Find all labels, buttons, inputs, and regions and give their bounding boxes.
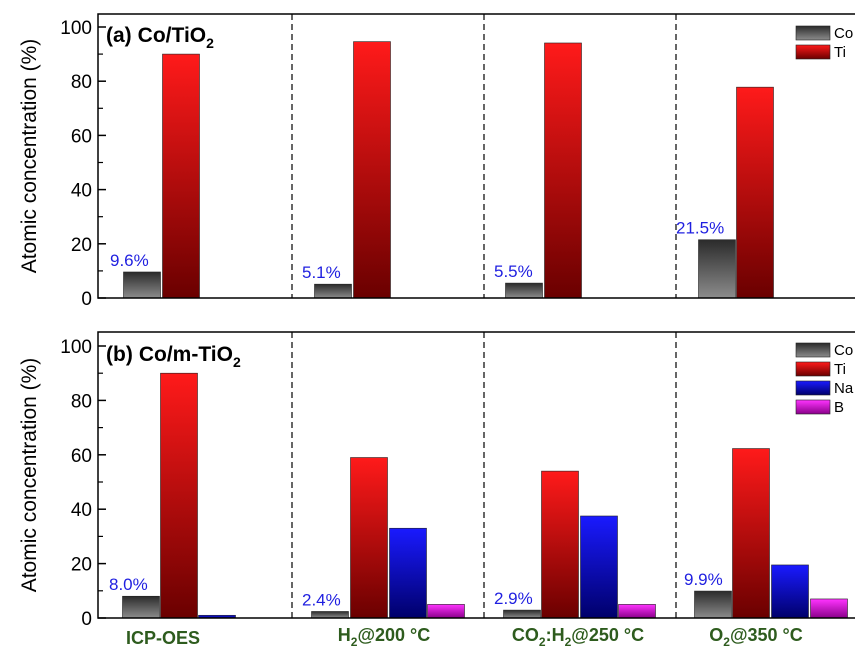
x-category-label: ICP-OES	[126, 628, 200, 648]
legend-swatch-b	[795, 399, 831, 415]
panel-a-y-ticks: 0 20 40 60 80 100	[60, 18, 106, 310]
bar-ti	[732, 448, 770, 619]
bar-co	[505, 282, 543, 299]
co-percent-label: 5.5%	[494, 262, 533, 281]
legend-label-b: B	[834, 399, 844, 416]
panel-a-y-axis-label: Atomic concentration (%)	[18, 39, 41, 274]
bar-co	[122, 595, 160, 619]
x-category-label: O2@350 °C	[709, 625, 803, 649]
bar-ti	[162, 53, 200, 299]
panel-a-co-labels: 9.6% 5.1% 5.5% 21.5%	[110, 219, 724, 282]
bar-na	[771, 564, 809, 619]
bar-co	[503, 609, 541, 619]
bar-na	[389, 527, 427, 619]
panel-a: 9.6% 5.1% 5.5% 21.5% 0 20 40 60 80 100 (a) Co/TiO…	[18, 13, 855, 310]
bar-na	[580, 515, 618, 619]
panel-a-legend: Co Ti	[795, 25, 853, 61]
panel-a-frame	[97, 13, 855, 299]
panel-b-y-ticks: 0 20 40 60 80 100	[60, 337, 106, 630]
bar-ti	[160, 372, 198, 619]
panel-b: 8.0% 2.4% 2.9% 9.9% 0 20 40 60 80 100 (b) Co/m-Ti…	[18, 331, 855, 630]
bar-ti	[544, 42, 582, 299]
bar-ti	[350, 457, 388, 619]
co-percent-label: 5.1%	[302, 263, 341, 282]
bar-ti	[736, 86, 774, 299]
panel-b-co-labels: 8.0% 2.4% 2.9% 9.9%	[109, 570, 723, 609]
bar-co	[698, 239, 736, 299]
y-tick-label: 40	[71, 181, 92, 202]
y-tick-label: 80	[71, 72, 92, 93]
y-tick-label: 0	[81, 609, 92, 630]
y-tick-label: 100	[60, 18, 92, 39]
bar-ti	[353, 41, 391, 299]
legend-label-na: Na	[834, 380, 854, 397]
co-percent-label: 8.0%	[109, 575, 148, 594]
bar-co	[694, 590, 732, 619]
y-tick-label: 20	[71, 555, 92, 576]
x-category-labels: ICP-OES H2@200 °C CO2:H2@250 °C O2@350 °…	[126, 625, 803, 649]
co-percent-label: 9.9%	[684, 570, 723, 589]
legend-label-ti: Ti	[834, 44, 846, 61]
y-tick-label: 60	[71, 446, 92, 467]
panel-b-y-axis-label: Atomic concentration (%)	[18, 358, 41, 593]
co-percent-label: 9.6%	[110, 251, 149, 270]
legend-swatch-co	[795, 25, 831, 41]
panel-b-legend: Co Ti Na B	[795, 342, 854, 416]
panel-b-bars	[122, 332, 848, 619]
bar-co	[311, 611, 349, 619]
bar-co	[123, 271, 161, 299]
y-tick-label: 80	[71, 391, 92, 412]
y-tick-label: 40	[71, 500, 92, 521]
bar-b	[810, 598, 848, 619]
x-category-label: H2@200 °C	[338, 625, 430, 649]
panel-b-frame	[97, 331, 855, 619]
panel-a-title: (a) Co/TiO2	[106, 24, 214, 51]
co-percent-label: 2.9%	[494, 589, 533, 608]
y-tick-label: 100	[60, 337, 92, 358]
y-tick-label: 0	[81, 289, 92, 310]
bar-b	[618, 604, 656, 619]
legend-swatch-co	[795, 342, 831, 358]
legend-label-co: Co	[834, 342, 853, 359]
y-tick-label: 60	[71, 126, 92, 147]
panel-a-bars	[123, 14, 774, 299]
y-tick-label: 20	[71, 235, 92, 256]
legend-swatch-ti	[795, 44, 831, 60]
legend-swatch-ti	[795, 361, 831, 377]
bar-ti	[541, 470, 579, 619]
x-category-label: CO2:H2@250 °C	[512, 625, 644, 649]
legend-swatch-na	[795, 380, 831, 396]
legend-label-ti: Ti	[834, 361, 846, 378]
co-percent-label: 2.4%	[302, 590, 341, 609]
panel-b-title: (b) Co/m-TiO2	[106, 343, 241, 370]
legend-label-co: Co	[834, 25, 853, 42]
bar-co	[314, 283, 352, 299]
bar-b	[427, 604, 465, 619]
co-percent-label: 21.5%	[676, 219, 724, 238]
